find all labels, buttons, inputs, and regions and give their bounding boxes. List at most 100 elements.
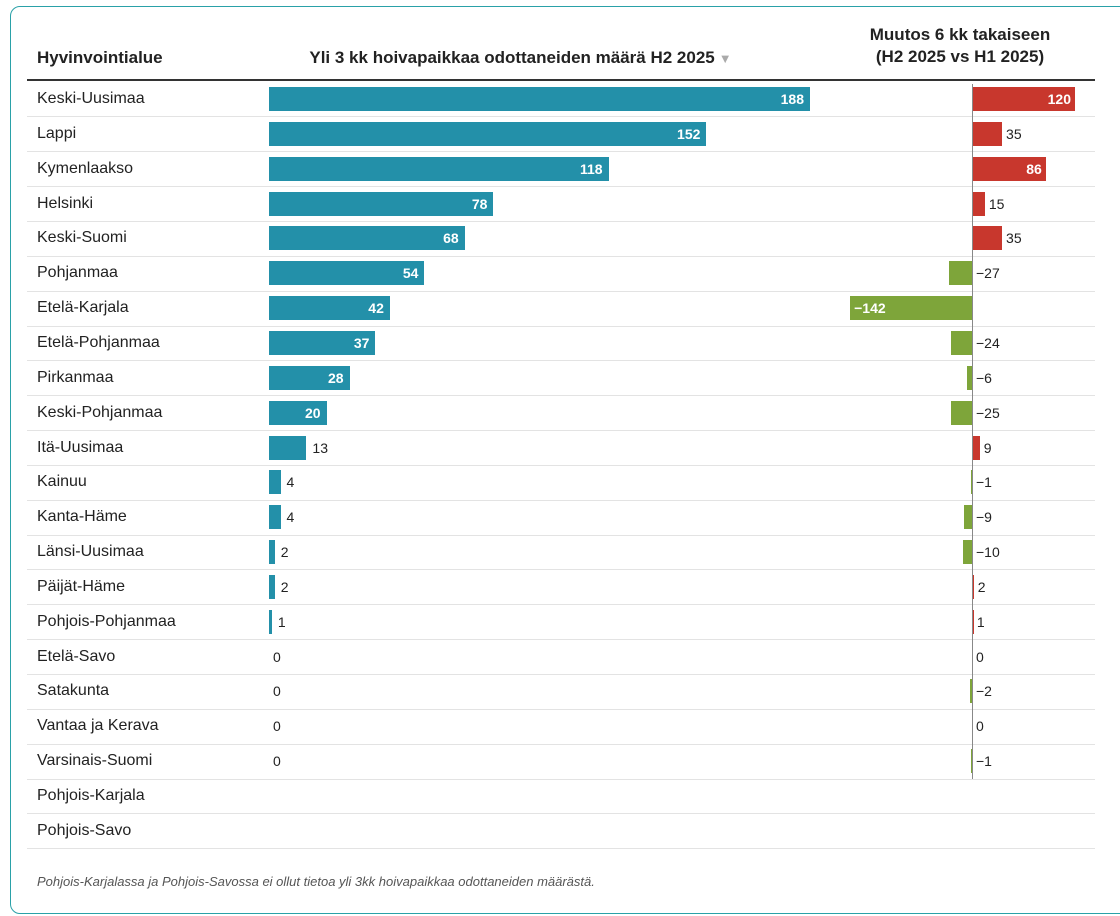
row-separator [27, 291, 1095, 292]
value-bar[interactable] [269, 436, 307, 460]
change-label: 86 [1026, 161, 1042, 177]
value-bar[interactable] [269, 575, 275, 599]
region-label: Länsi-Uusimaa [37, 543, 144, 560]
change-label: 0 [976, 649, 984, 665]
value-label: 1 [277, 614, 286, 630]
change-bar-decrease[interactable] [970, 470, 972, 494]
change-bar-decrease[interactable] [948, 261, 972, 285]
change-column-header: Muutos 6 kk takaiseen (H2 2025 vs H1 202… [840, 24, 1080, 68]
chart-card [10, 6, 1120, 914]
change-label: 2 [977, 579, 986, 595]
value-bar[interactable] [269, 226, 465, 250]
region-label: Pohjois-Karjala [37, 787, 145, 804]
row-separator [27, 186, 1095, 187]
row-separator [27, 709, 1095, 710]
row-separator [27, 569, 1095, 570]
value-label: 42 [368, 300, 384, 316]
row-separator [27, 639, 1095, 640]
row-separator [27, 674, 1095, 675]
region-label: Itä-Uusimaa [37, 439, 124, 456]
region-label: Helsinki [37, 195, 94, 212]
region-label: Kanta-Häme [37, 508, 127, 525]
change-label: −2 [976, 683, 992, 699]
change-bar-decrease[interactable] [964, 505, 972, 529]
row-separator [27, 813, 1095, 814]
value-label: 0 [273, 718, 281, 734]
change-bar-increase[interactable] [972, 226, 1003, 250]
row-separator [27, 535, 1095, 536]
footnote: Pohjois-Karjalassa ja Pohjois-Savossa ei… [37, 874, 595, 889]
sort-descending-icon[interactable]: ▼ [718, 51, 732, 66]
value-bar[interactable] [269, 122, 707, 146]
row-separator [27, 604, 1095, 605]
value-bar[interactable] [269, 505, 281, 529]
row-separator [27, 430, 1095, 431]
change-bar-decrease[interactable] [850, 296, 972, 320]
row-separator [27, 360, 1095, 361]
change-label: 120 [1047, 91, 1071, 107]
change-label: −24 [976, 335, 1000, 351]
row-separator [27, 326, 1095, 327]
region-label: Etelä-Karjala [37, 299, 129, 316]
change-bar-decrease[interactable] [970, 679, 972, 703]
change-label: 35 [1006, 126, 1022, 142]
change-bar-increase[interactable] [972, 436, 980, 460]
region-label: Satakunta [37, 682, 110, 699]
value-label: 118 [579, 161, 603, 177]
change-bar-increase[interactable] [972, 157, 1046, 181]
region-label: Etelä-Savo [37, 648, 116, 665]
region-label: Kainuu [37, 473, 87, 490]
region-label: Keski-Pohjanmaa [37, 404, 163, 421]
change-bar-increase[interactable] [972, 122, 1003, 146]
region-column-header: Hyvinvointialue [37, 48, 163, 67]
change-bar-decrease[interactable] [966, 366, 972, 390]
region-label: Pohjanmaa [37, 264, 118, 281]
value-bar[interactable] [269, 192, 494, 216]
change-label: 9 [983, 440, 992, 456]
value-bar[interactable] [269, 261, 425, 285]
value-bar[interactable] [269, 470, 281, 494]
header-rule [27, 79, 1095, 81]
value-label: 2 [280, 579, 289, 595]
row-separator [27, 779, 1095, 780]
row-separator [27, 116, 1095, 117]
region-label: Lappi [37, 125, 77, 142]
value-label: 37 [353, 335, 370, 351]
value-bar[interactable] [269, 540, 275, 564]
change-bar-decrease[interactable] [970, 749, 972, 773]
change-column-header-line2: (H2 2025 vs H1 2025) [875, 47, 1045, 66]
change-label: 15 [988, 196, 1005, 212]
value-bar[interactable] [269, 296, 390, 320]
region-label: Varsinais-Suomi [37, 752, 153, 769]
value-column-header-label: Yli 3 kk hoivapaikkaa odottaneiden määrä… [309, 48, 715, 67]
change-bar-increase[interactable] [972, 192, 985, 216]
value-label: 13 [312, 440, 328, 456]
value-column-header[interactable]: Yli 3 kk hoivapaikkaa odottaneiden määrä… [268, 48, 773, 68]
row-separator [27, 151, 1095, 152]
value-bar[interactable] [269, 401, 327, 425]
change-bar-increase[interactable] [972, 87, 1075, 111]
value-bar[interactable] [269, 157, 609, 181]
change-label: −9 [976, 509, 992, 525]
change-bar-decrease[interactable] [950, 401, 972, 425]
value-label: 28 [327, 370, 344, 386]
value-bar[interactable] [269, 331, 376, 355]
value-bar[interactable] [269, 87, 810, 111]
value-bar[interactable] [269, 366, 350, 390]
change-label: −6 [976, 370, 992, 386]
change-bar-decrease[interactable] [951, 331, 972, 355]
value-label: 0 [273, 753, 281, 769]
value-label: 2 [280, 544, 289, 560]
value-bar[interactable] [269, 610, 272, 634]
region-label: Pohjois-Savo [37, 822, 132, 839]
region-label: Pohjois-Pohjanmaa [37, 613, 176, 630]
change-label: 0 [976, 718, 984, 734]
change-label: −27 [976, 265, 1000, 281]
row-separator [27, 744, 1095, 745]
change-bar-decrease[interactable] [963, 540, 972, 564]
value-label: 68 [443, 230, 459, 246]
row-separator [27, 848, 1095, 849]
change-zero-line [972, 83, 973, 779]
change-label: 1 [976, 614, 985, 630]
region-label: Etelä-Pohjanmaa [37, 334, 160, 351]
